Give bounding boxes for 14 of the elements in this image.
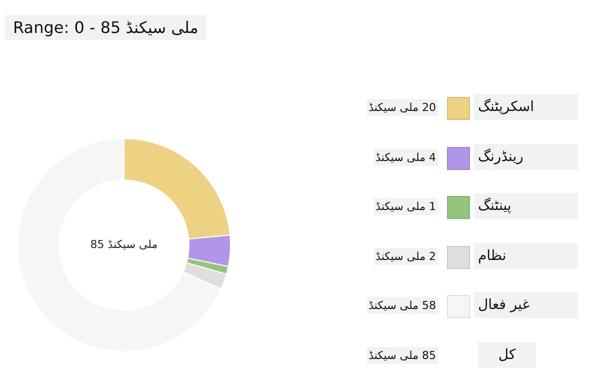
data-label: 20 ملی سیکنڈ bbox=[366, 99, 438, 116]
chart-title: Range: 0 - 85 ملی سیکنڈ bbox=[5, 15, 206, 40]
data-label: 4 ملی سیکنڈ bbox=[374, 148, 438, 166]
text: 85 ملی سیکنڈ bbox=[366, 346, 438, 364]
legend-label: غیر فعال bbox=[477, 297, 530, 313]
legend-label: رینڈرنگ bbox=[477, 148, 524, 164]
data-label: 2 ملی سیکنڈ bbox=[374, 248, 438, 264]
legend-label: اسکرپٹنگ bbox=[477, 99, 534, 115]
text: کل bbox=[478, 342, 536, 368]
text: 85 ملی سیکنڈ bbox=[90, 238, 158, 251]
legend-label: نظام bbox=[477, 248, 506, 264]
data-label: 1 ملی سیکنڈ bbox=[374, 198, 438, 215]
data-label: 58 ملی سیکنڈ bbox=[366, 297, 438, 314]
legend-label: پینٹنگ bbox=[477, 198, 512, 214]
